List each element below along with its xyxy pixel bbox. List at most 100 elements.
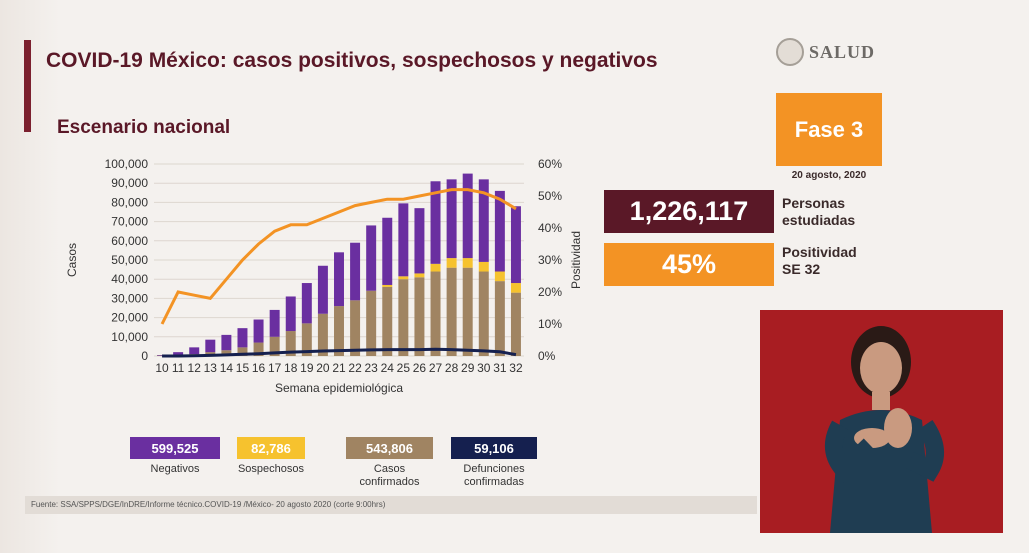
bar-negativos: [478, 179, 489, 262]
bar-confirmados: [237, 347, 248, 356]
x-tick-label: 15: [236, 361, 250, 375]
x-tick-label: 31: [493, 361, 507, 375]
phase-date: 20 agosto, 2020: [791, 170, 867, 181]
y-tick-label: 100,000: [105, 157, 149, 171]
y-tick-label: 20,000: [111, 311, 148, 325]
bar-confirmados: [510, 292, 521, 356]
x-tick-label: 23: [364, 361, 378, 375]
positivity-label-line1: Positividad: [782, 244, 857, 260]
bar-confirmados: [478, 271, 489, 356]
series-line-positividad: [160, 188, 517, 325]
bar-negativos: [382, 217, 393, 285]
legend-sospechosos-value: 82,786: [237, 437, 305, 459]
bar-negativos: [494, 190, 505, 272]
legend-negativos-label: Negativos: [150, 463, 200, 475]
bar-sospechosos: [382, 284, 393, 287]
bar-sospechosos: [494, 271, 505, 282]
bar-sospechosos: [510, 283, 521, 293]
sign-language-interpreter: [760, 310, 1003, 533]
bar-negativos: [334, 252, 344, 307]
y-tick-label: 60,000: [111, 234, 148, 248]
x-axis-label: Semana epidemiológica: [275, 381, 403, 395]
bar-confirmados: [398, 279, 409, 356]
y2-tick-label: 0%: [538, 349, 556, 363]
bar-confirmados: [301, 323, 312, 356]
x-tick-label: 25: [397, 361, 411, 375]
y-tick-label: 0: [141, 349, 148, 363]
bar-confirmados: [253, 342, 264, 356]
source-note: Fuente: SSA/SPPS/DGE/InDRE/Informe técni…: [25, 496, 757, 514]
bar-negativos: [446, 179, 457, 259]
logo-text: SALUD: [809, 41, 876, 62]
bar-negativos: [398, 203, 409, 277]
bar-sospechosos: [414, 273, 425, 278]
bar-sospechosos: [430, 263, 441, 272]
cases-chart: 0 10,000 20,000 30,000 40,000 50,000 60,000 70,…: [65, 157, 580, 395]
studied-label: Personas estudiadas: [782, 195, 855, 229]
legend-sospechosos-label: Sospechosos: [237, 463, 305, 475]
y-tick-label: 10,000: [111, 330, 148, 344]
legend-negativos-value: 599,525: [130, 437, 220, 459]
studied-value: 1,226,117: [604, 190, 774, 233]
legend-confirmados-label: Casos confirmados: [359, 463, 420, 488]
bar-negativos: [173, 352, 184, 356]
interpreter-illustration: [760, 310, 1003, 533]
x-tick-label: 29: [461, 361, 475, 375]
bar-confirmados: [350, 300, 361, 356]
bar-negativos: [269, 309, 280, 337]
bar-confirmados: [414, 277, 425, 356]
bar-negativos: [221, 334, 232, 351]
bar-negativos: [189, 347, 200, 355]
x-tick-label: 11: [172, 361, 185, 375]
x-tick-label: 22: [348, 361, 362, 375]
positivity-label: Positividad SE 32: [782, 244, 857, 278]
y-tick-label: 70,000: [111, 215, 148, 229]
bar-confirmados: [462, 267, 473, 356]
bar-confirmados: [446, 267, 457, 356]
bar-confirmados: [382, 286, 393, 356]
salud-logo: SALUD: [776, 38, 875, 66]
y2-tick-label: 20%: [538, 285, 562, 299]
x-tick-label: 27: [429, 361, 443, 375]
bar-sospechosos: [462, 258, 473, 268]
bar-negativos: [237, 328, 248, 348]
bar-confirmados: [221, 350, 232, 356]
x-tick-label: 16: [252, 361, 266, 375]
bar-negativos: [350, 242, 361, 301]
y2-tick-label: 10%: [538, 317, 562, 331]
y-axis-label: Casos: [65, 243, 79, 277]
bar-negativos: [317, 265, 328, 314]
bar-confirmados: [430, 271, 441, 356]
bar-confirmados: [269, 336, 280, 356]
y2-tick-label: 30%: [538, 253, 562, 267]
x-tick-label: 18: [284, 361, 298, 375]
x-tick-label: 30: [477, 361, 491, 375]
bar-sospechosos: [398, 276, 409, 280]
positivity-value: 45%: [604, 243, 774, 286]
bar-negativos: [462, 173, 473, 259]
x-tick-label: 12: [188, 361, 202, 375]
x-tick-label: 20: [316, 361, 330, 375]
y-tick-label: 90,000: [111, 176, 148, 190]
y-tick-label: 30,000: [111, 291, 148, 305]
bar-confirmados: [334, 306, 344, 356]
x-tick-label: 21: [332, 361, 346, 375]
bar-sospechosos: [446, 258, 457, 268]
bar-negativos: [414, 208, 425, 274]
y2-tick-label: 50%: [538, 189, 562, 203]
legend-defunciones-value: 59,106: [451, 437, 537, 459]
positivity-label-line2: SE 32: [782, 261, 821, 277]
x-tick-label: 28: [445, 361, 459, 375]
studied-label-line1: Personas: [782, 195, 846, 211]
x-tick-label: 24: [381, 361, 395, 375]
bar-confirmados: [366, 290, 377, 356]
y2-axis-label: Positividad: [569, 231, 580, 289]
y-tick-label: 50,000: [111, 253, 148, 267]
x-tick-label: 32: [509, 361, 523, 375]
bar-confirmados: [494, 281, 505, 356]
x-tick-label: 13: [204, 361, 218, 375]
bar-sospechosos: [478, 261, 489, 272]
title-accent-bar: [24, 40, 31, 132]
legend-confirmados-value: 543,806: [346, 437, 433, 459]
bar-negativos: [301, 283, 312, 324]
